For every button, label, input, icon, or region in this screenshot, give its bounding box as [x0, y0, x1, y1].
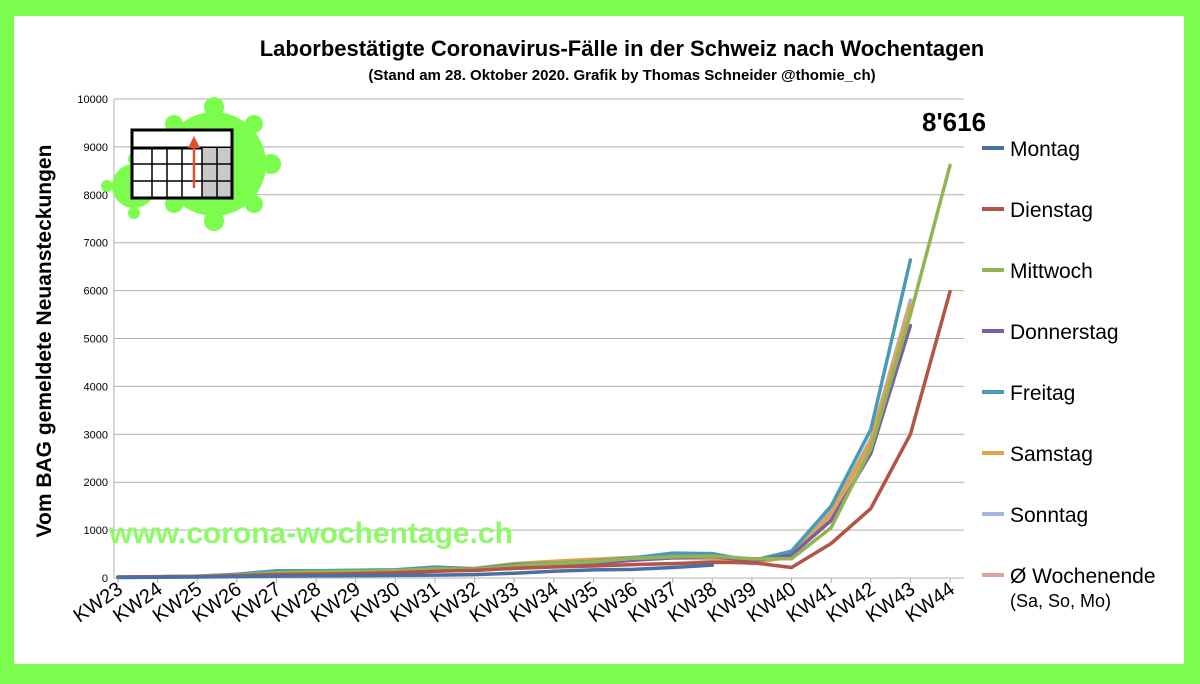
legend-entry: Donnerstag [1010, 321, 1119, 344]
legend-entry: Freitag [1010, 382, 1075, 405]
y-tick-label: 9000 [84, 142, 108, 154]
y-tick-label: 6000 [84, 286, 108, 298]
y-tick-label: 4000 [84, 381, 108, 393]
y-tick-label: 10000 [77, 94, 108, 106]
legend-entry: Sonntag [1010, 504, 1088, 527]
legend-entry: Ø Wochenende (Sa, So, Mo) [1010, 565, 1156, 611]
y-tick-label: 2000 [84, 477, 108, 489]
y-axis-label: Vom BAG gemeldete Neuansteckungen [33, 145, 56, 538]
legend-entry: Dienstag [1010, 199, 1093, 222]
y-tick-label: 8000 [84, 190, 108, 202]
chart-title: Laborbestätigte Coronavirus-Fälle in der… [260, 36, 985, 61]
virus-calendar-logo [101, 97, 281, 231]
y-tick-label: 5000 [84, 334, 108, 346]
series-lines [116, 163, 952, 580]
y-tick-label: 0 [102, 573, 108, 585]
y-tick-label: 3000 [84, 429, 108, 441]
annotation-peak-value: 8'616 [922, 107, 986, 137]
y-tick-label: 1000 [84, 525, 108, 537]
legend: Montag Dienstag Mittwoch Donnerstag Freitag S… [982, 138, 1156, 611]
legend-entry: Montag [1010, 138, 1080, 161]
chart-subtitle: (Stand am 28. Oktober 2020. Grafik by Th… [368, 67, 875, 84]
y-tick-labels: 0 1000 2000 3000 4000 5000 6000 7000 8000 9000 100… [77, 94, 108, 585]
watermark: www.corona-wochentage.ch [108, 517, 513, 550]
chart-frame: Laborbestätigte Coronavirus-Fälle in der… [14, 16, 1184, 664]
y-tick-label: 7000 [84, 238, 108, 250]
legend-entry: Mittwoch [1010, 260, 1093, 283]
line-chart: Laborbestätigte Coronavirus-Fälle in der… [33, 36, 1156, 627]
legend-entry: Samstag [1010, 443, 1093, 466]
x-tick-labels: KW23KW24KW25KW26KW27KW28KW29KW30KW31KW32… [70, 578, 959, 627]
series-line [116, 563, 715, 580]
